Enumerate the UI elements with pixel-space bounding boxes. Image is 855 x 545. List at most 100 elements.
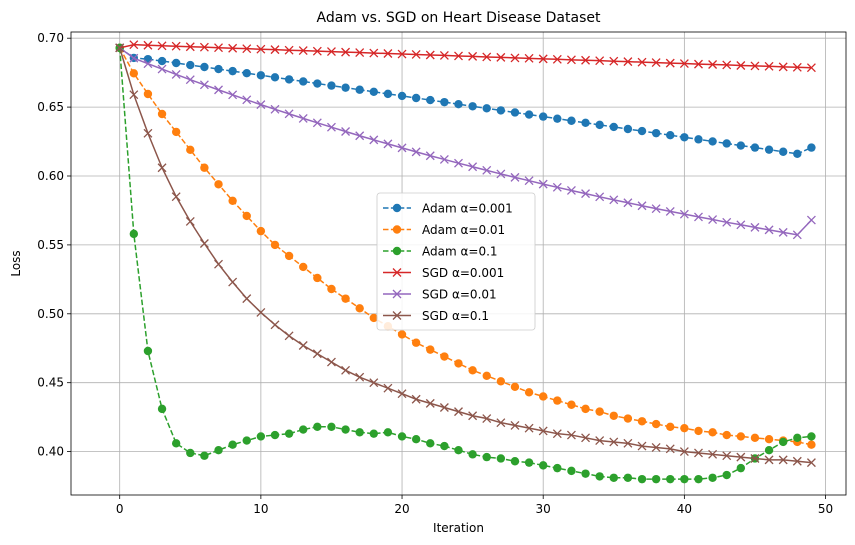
data-point [214,85,223,95]
data-point [298,46,308,56]
data-point [722,451,732,461]
data-point [736,432,746,441]
data-point [567,466,576,476]
data-point [440,441,449,451]
data-point [623,438,633,448]
data-point [171,69,181,79]
data-point [157,41,167,51]
data-point [214,64,223,74]
data-point [722,470,731,480]
data-point [411,338,421,347]
data-point [482,414,492,423]
data-point [595,407,604,416]
data-point [665,444,675,454]
legend-item: Adam α=0.01 [383,223,505,237]
data-point [397,432,407,441]
x-tick-label: 0 [116,502,124,516]
data-point [355,428,364,437]
legend: Adam α=0.001 Adam α=0.01 Adam α=0.1 SGD α=0… [376,192,536,331]
data-point [228,196,237,206]
x-tick-label: 50 [818,502,833,516]
data-point [426,345,435,354]
data-point [552,429,562,439]
data-point [256,226,266,236]
data-point [708,215,718,225]
data-point [440,352,449,361]
legend-item: SGD α=0.01 [383,288,497,302]
x-axis-ticks: 0 10 20 30 40 50 [116,495,833,516]
data-point [284,251,294,261]
data-point [397,330,407,339]
data-point [411,50,421,59]
data-point [496,454,506,463]
data-point [524,458,534,467]
data-point [623,57,633,67]
data-point [680,133,689,142]
data-point [793,433,802,443]
y-tick-label: 0.45 [37,376,64,390]
data-point [256,71,266,80]
data-point [524,388,534,397]
data-point [341,83,350,92]
data-point [313,422,322,431]
data-point [595,120,604,130]
data-point [722,60,732,70]
data-point [651,474,661,484]
data-point [185,75,195,85]
data-point [454,446,463,455]
data-point [313,79,322,88]
data-point [270,104,280,114]
data-point [637,417,647,426]
data-point [722,139,731,148]
x-axis-label: Iteration [433,521,484,535]
data-point [355,48,365,57]
data-point [270,430,280,440]
data-point [609,473,618,482]
data-point [185,217,195,226]
y-tick-label: 0.65 [37,100,64,114]
data-point [764,61,774,71]
data-point [341,425,350,434]
data-point [426,439,435,448]
data-point [326,357,336,367]
data-point [679,447,689,457]
data-point [581,404,590,414]
data-point [623,198,633,208]
data-point [256,432,266,441]
data-point [411,394,421,404]
data-point [750,61,760,71]
data-point [312,46,322,56]
data-point [482,371,491,381]
data-point [199,239,209,248]
data-point [595,472,604,481]
data-point [524,110,534,119]
data-point [651,204,661,214]
data-point [750,433,760,443]
data-point [609,195,619,205]
data-point [327,422,336,431]
data-point [199,80,209,90]
series-adam-0-001 [115,43,816,159]
data-point [736,452,746,462]
data-point [778,62,788,72]
series-line [119,47,812,236]
data-point [679,209,689,219]
data-point [609,122,618,132]
data-point [482,452,491,462]
y-tick-label: 0.40 [37,445,64,459]
data-point [722,430,731,440]
data-point [214,43,223,53]
y-tick-label: 0.70 [37,31,64,45]
data-point [171,127,181,137]
data-point [256,307,266,317]
x-tick-label: 40 [677,502,692,516]
y-tick-label: 0.60 [37,169,64,183]
data-point [708,137,717,146]
data-point [270,73,280,82]
data-point [129,53,139,63]
data-point [567,116,576,125]
data-point [383,49,393,58]
data-point [440,97,449,107]
data-point [171,439,181,448]
